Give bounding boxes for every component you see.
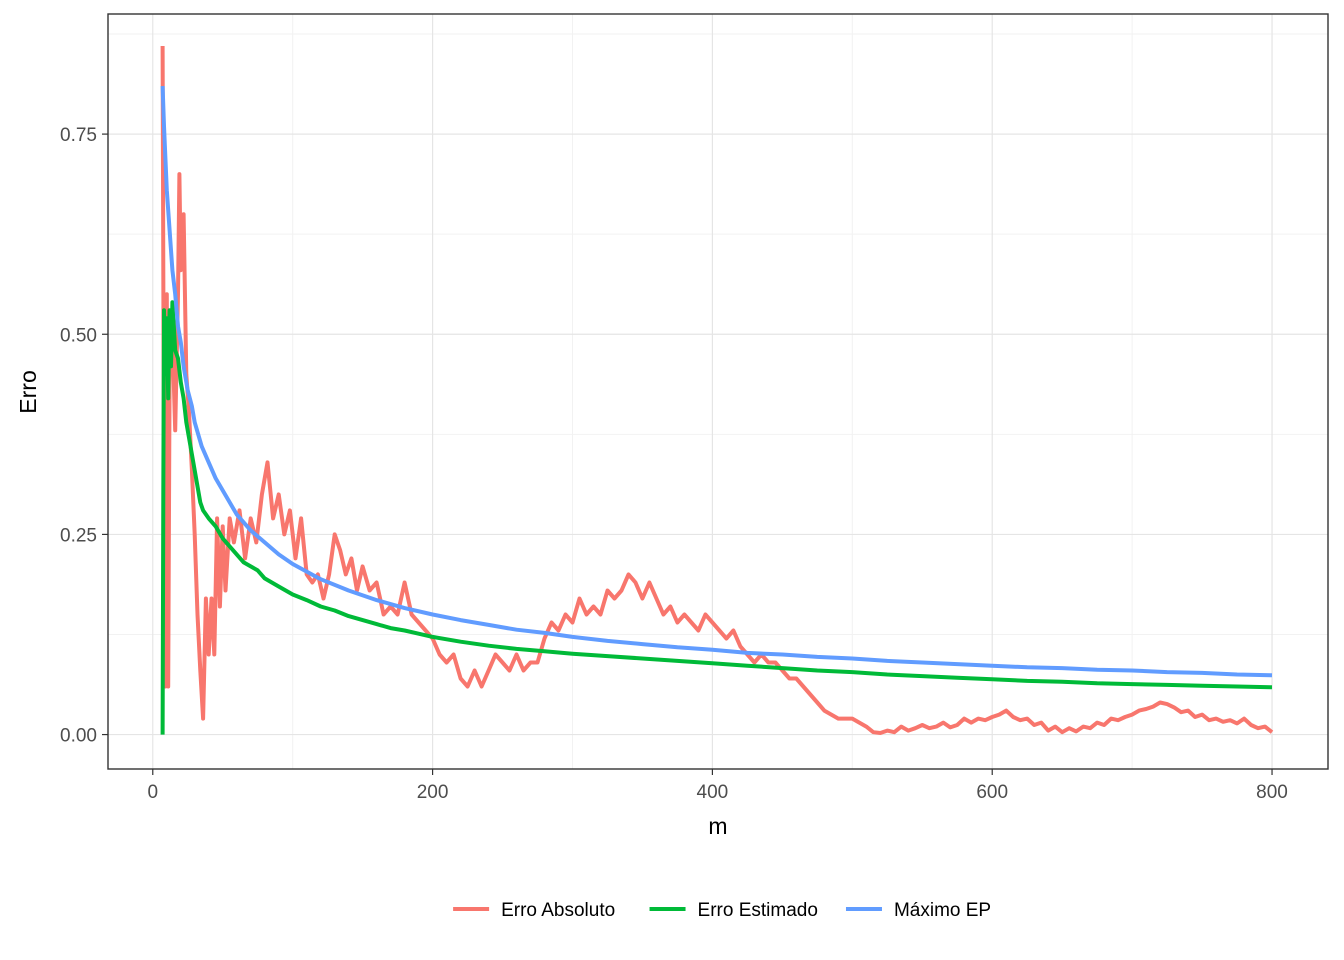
x-tick-label: 0 xyxy=(147,782,158,803)
legend-label-2: Erro Estimado xyxy=(698,900,818,921)
series-line-2 xyxy=(160,300,1273,735)
y-axis-title: Erro xyxy=(15,370,41,413)
legend-label-1: Erro Absoluto xyxy=(501,900,615,921)
series-line-3 xyxy=(160,86,1273,678)
x-tick-label: 800 xyxy=(1256,782,1288,803)
plot-border xyxy=(107,13,1329,770)
legend: Erro Absoluto Erro Estimado Máximo EP xyxy=(453,900,991,921)
y-tick-label: 0.50 xyxy=(60,325,97,346)
y-tick-label: 0.25 xyxy=(60,525,97,546)
axes: 0 200 400 600 800 0.00 0.25 0.50 0.75 xyxy=(60,125,1288,803)
y-tick-label: 0.00 xyxy=(60,726,97,747)
x-tick-label: 600 xyxy=(976,782,1008,803)
x-tick-label: 400 xyxy=(697,782,729,803)
grid-lines xyxy=(108,14,1328,769)
y-tick-label: 0.75 xyxy=(60,125,97,146)
x-axis-title: m xyxy=(708,813,727,839)
x-tick-label: 200 xyxy=(417,782,449,803)
series-line-1 xyxy=(160,45,1274,735)
plot-background xyxy=(108,14,1328,769)
legend-label-3: Máximo EP xyxy=(894,900,991,921)
series-layer xyxy=(160,45,1274,735)
